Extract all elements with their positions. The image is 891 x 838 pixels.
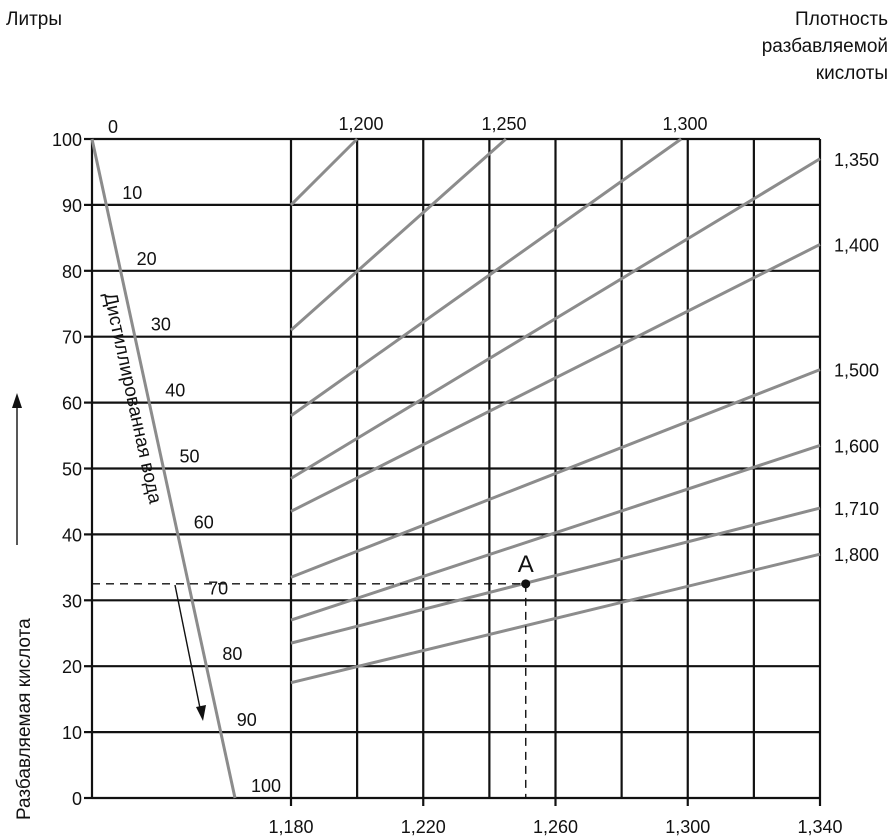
y-unit-label: Литры bbox=[6, 9, 62, 30]
water-scale-label-40: 40 bbox=[165, 381, 185, 401]
annotation-point bbox=[521, 579, 531, 589]
y-tick-labels: 0 10 20 30 40 50 60 70 80 90 100 bbox=[52, 130, 82, 809]
y-tick-label-100: 100 bbox=[52, 130, 82, 150]
density-curves: 1,200 1,250 1,300 1,350 1,400 1,500 1,600 1,710… bbox=[289, 114, 879, 685]
y-tick-label-90: 90 bbox=[62, 196, 82, 216]
density-line-1,300 bbox=[290, 137, 683, 418]
density-label-1,350: 1,350 bbox=[834, 150, 879, 170]
y-tick-label-60: 60 bbox=[62, 394, 82, 414]
y-tick-label-20: 20 bbox=[62, 657, 82, 677]
x-tick-labels: 1,180 1,220 1,260 1,300 1,340 bbox=[268, 817, 842, 837]
water-scale-label-80: 80 bbox=[222, 644, 242, 664]
density-line-1,350 bbox=[290, 157, 821, 480]
density-label-1,250: 1,250 bbox=[481, 114, 526, 134]
annotation-group: A bbox=[92, 551, 534, 798]
water-scale-label-20: 20 bbox=[137, 249, 157, 269]
density-line-1,500 bbox=[290, 368, 821, 579]
water-scale-label-30: 30 bbox=[151, 315, 171, 335]
x-tick-label-1,220: 1,220 bbox=[401, 817, 446, 837]
water-scale-label-90: 90 bbox=[237, 710, 257, 730]
grid bbox=[84, 137, 822, 806]
water-arrow-line bbox=[174, 584, 202, 714]
y-tick-label-80: 80 bbox=[62, 262, 82, 282]
water-scale-label-100: 100 bbox=[251, 776, 281, 796]
x-tick-label-1,340: 1,340 bbox=[797, 817, 842, 837]
density-label-1,800: 1,800 bbox=[834, 545, 879, 565]
density-label-1,500: 1,500 bbox=[834, 361, 879, 381]
x-tick-label-1,300: 1,300 bbox=[665, 817, 710, 837]
water-arrow-head bbox=[196, 705, 206, 721]
water-scale-label-60: 60 bbox=[194, 512, 214, 532]
y-tick-label-70: 70 bbox=[62, 328, 82, 348]
density-line-1,250 bbox=[290, 137, 507, 332]
density-label-1,200: 1,200 bbox=[338, 114, 383, 134]
annotation-label: A bbox=[518, 551, 534, 578]
water-scale-label-10: 10 bbox=[122, 183, 142, 203]
y-tick-label-30: 30 bbox=[62, 591, 82, 611]
right-title-line-2: разбавляемой bbox=[762, 36, 888, 57]
density-line-1,400 bbox=[290, 243, 821, 513]
density-label-1,600: 1,600 bbox=[834, 436, 879, 456]
water-scale-label-0: 0 bbox=[108, 117, 118, 137]
x-tick-label-1,180: 1,180 bbox=[268, 817, 313, 837]
density-label-1,300: 1,300 bbox=[662, 114, 707, 134]
y-tick-label-40: 40 bbox=[62, 525, 82, 545]
y-tick-label-10: 10 bbox=[62, 723, 82, 743]
water-line bbox=[90, 138, 237, 799]
density-line-1,600 bbox=[290, 444, 821, 622]
y-tick-label-0: 0 bbox=[72, 789, 82, 809]
x-tick-label-1,260: 1,260 bbox=[533, 817, 578, 837]
right-title-line-3: кислоты bbox=[816, 63, 888, 84]
water-scale-label-70: 70 bbox=[208, 578, 228, 598]
y-tick-label-50: 50 bbox=[62, 460, 82, 480]
y-axis-label-arrow-head bbox=[12, 393, 22, 408]
density-line-1,800 bbox=[290, 552, 821, 685]
density-line-1,710 bbox=[290, 506, 821, 645]
y-axis-label-group: Разбавляемая кислота bbox=[12, 393, 35, 820]
density-label-1,710: 1,710 bbox=[834, 499, 879, 519]
density-line-1,200 bbox=[289, 137, 359, 206]
right-title-line-1: Плотность bbox=[795, 9, 888, 30]
water-scale-label-50: 50 bbox=[180, 447, 200, 467]
density-label-1,400: 1,400 bbox=[834, 235, 879, 255]
y-axis-label: Разбавляемая кислота bbox=[14, 618, 35, 820]
